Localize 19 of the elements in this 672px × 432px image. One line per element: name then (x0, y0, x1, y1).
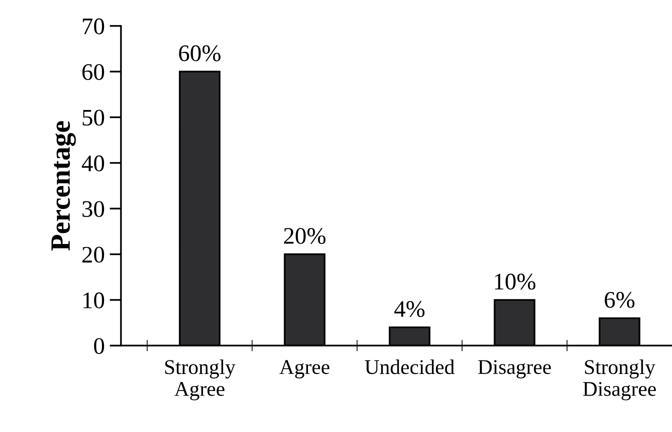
x-tick-label: Undecided (364, 359, 454, 374)
y-tick-label: 70 (82, 18, 104, 34)
x-tick-label: Agree (279, 360, 330, 378)
x-tick-label: Strongly Disagree (583, 359, 656, 400)
y-axis-title: Percentage (52, 121, 76, 251)
y-tick-label: 60 (82, 64, 104, 80)
y-tick-label: 40 (82, 155, 104, 172)
y-tick-label: 30 (82, 201, 104, 218)
data-label: 20% (284, 228, 326, 244)
y-tick-label: 0 (94, 338, 104, 354)
y-tick-label: 50 (82, 110, 104, 126)
data-label: 10% (495, 274, 536, 290)
data-label: 4% (394, 301, 425, 318)
data-label: 60% (179, 45, 221, 62)
y-tick-label: 20 (82, 246, 104, 263)
data-label: 6% (604, 292, 634, 308)
x-tick-label: Disagree (478, 360, 551, 378)
x-tick-label: Strongly Agree (165, 359, 236, 400)
y-tick-label: 10 (83, 292, 104, 308)
